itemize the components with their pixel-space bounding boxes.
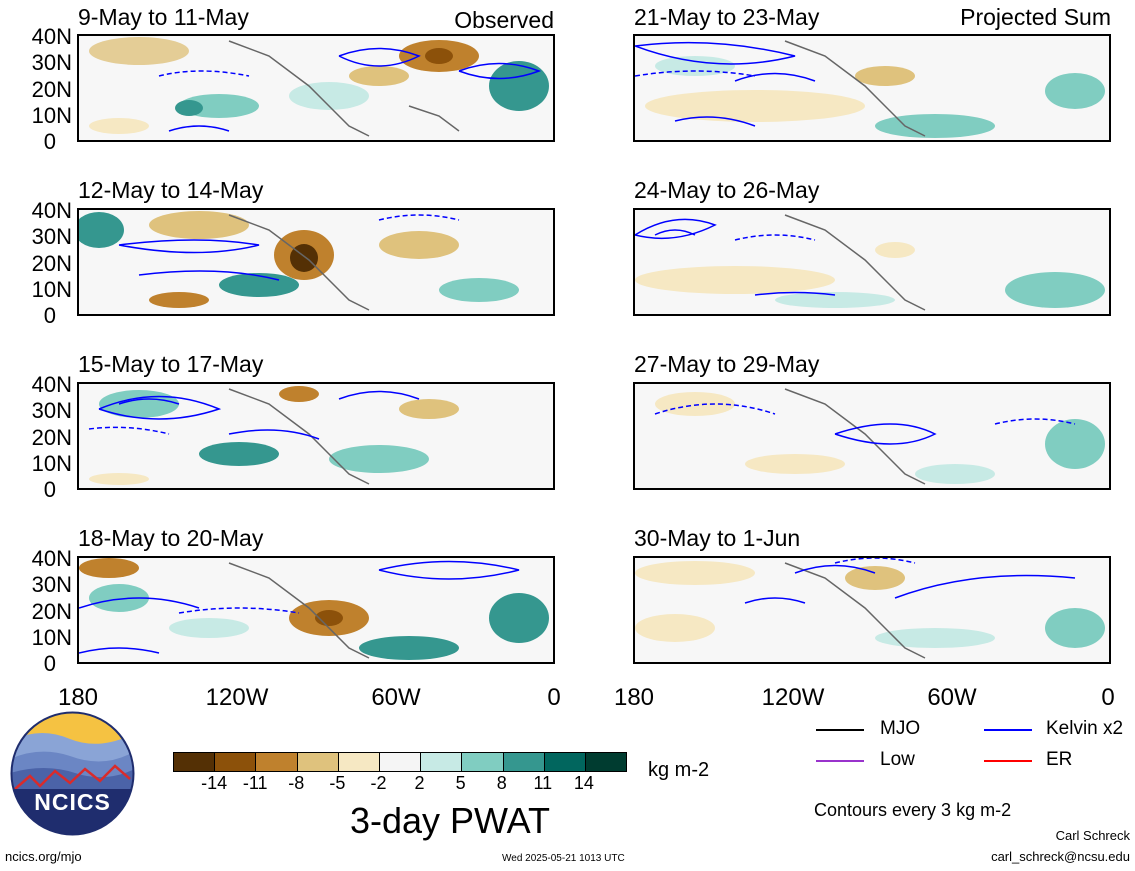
legend-label-er: ER [1046, 749, 1073, 770]
lat-label-40n: 40N [31, 372, 72, 397]
lat-label-0: 0 [43, 651, 56, 676]
colorbar-swatch [174, 753, 215, 771]
legend-line-mjo [816, 729, 864, 731]
colorbar-swatch [255, 753, 297, 771]
projected-sum-label: Projected Sum [960, 4, 1111, 30]
ncics-logo-icon [10, 711, 135, 836]
lat-label-0: 0 [43, 477, 56, 502]
panel-title-8: 30-May to 1-Jun [634, 525, 801, 551]
colorbar-tick-label: -8 [288, 773, 305, 793]
logo-text: NCICS [34, 789, 111, 815]
footer-author: Carl Schreck [1055, 828, 1130, 843]
colorbar-swatch [420, 753, 462, 771]
colorbar-swatch [214, 753, 256, 771]
pwat-map [79, 211, 519, 311]
footer-site: ncics.org/mjo [5, 849, 82, 864]
colorbar-tick-label: 2 [414, 773, 425, 793]
panel-title-1: 9-May to 11-May [78, 4, 249, 30]
pwat-map [79, 558, 549, 660]
lon-label-120w: 120W [205, 684, 269, 711]
pwat-map [635, 40, 1105, 138]
footer-email: carl_schreck@ncsu.edu [991, 849, 1130, 864]
lon-label-180: 180 [57, 684, 99, 711]
lat-label-30n: 30N [31, 398, 72, 423]
lon-label-60w: 60W [927, 684, 977, 711]
lat-label-30n: 30N [31, 50, 72, 75]
colorbar-tick-label: -2 [370, 773, 387, 793]
lat-label-20n: 20N [31, 425, 72, 450]
pwat-map [635, 214, 1105, 311]
panel-title-6: 24-May to 26-May [634, 177, 820, 203]
lat-label-20n: 20N [31, 251, 72, 276]
legend-line-kelvin [984, 729, 1032, 731]
map-panel-projected-3 [633, 382, 1111, 490]
colorbar-tick-label: 8 [496, 773, 507, 793]
panel-title-2: 12-May to 14-May [78, 177, 264, 203]
map-panel-observed-1 [77, 34, 555, 142]
lat-label-10n: 10N [31, 451, 72, 476]
colorbar-swatch [502, 753, 544, 771]
lat-label-0: 0 [43, 303, 56, 328]
observed-label: Observed [454, 7, 554, 33]
lat-label-40n: 40N [31, 546, 72, 571]
panel-title-7: 27-May to 29-May [634, 351, 820, 377]
footer-timestamp: Wed 2025-05-21 1013 UTC [502, 853, 625, 864]
lat-label-20n: 20N [31, 599, 72, 624]
lon-label-0: 0 [1101, 684, 1115, 711]
legend-line-low [816, 760, 864, 762]
map-panel-projected-4 [633, 556, 1111, 664]
lat-label-30n: 30N [31, 224, 72, 249]
map-panel-observed-3 [77, 382, 555, 490]
lat-label-10n: 10N [31, 277, 72, 302]
lat-label-40n: 40N [31, 198, 72, 223]
lat-label-40n: 40N [31, 24, 72, 49]
lon-label-0: 0 [547, 684, 561, 711]
lon-label-120w: 120W [761, 684, 825, 711]
contours-note: Contours every 3 kg m-2 [814, 800, 1012, 820]
lat-label-0: 0 [43, 129, 56, 154]
colorbar-tick-label: 5 [455, 773, 466, 793]
legend-label-mjo: MJO [880, 718, 921, 739]
ncics-logo: NCICS [10, 711, 135, 836]
pwat-map [89, 37, 549, 137]
map-panel-projected-2 [633, 208, 1111, 316]
colorbar-tick-label: -5 [329, 773, 346, 793]
colorbar-unit: kg m-2 [648, 759, 710, 781]
lat-label-10n: 10N [31, 625, 72, 650]
colorbar-tick-label: -11 [242, 773, 268, 793]
colorbar-swatch [543, 753, 585, 771]
panel-title-5: 21-May to 23-May [634, 4, 820, 30]
colorbar-swatch [584, 753, 627, 771]
colorbar-tick-label: 14 [573, 773, 594, 793]
colorbar-tick-label: -14 [201, 773, 228, 793]
lon-label-180: 180 [613, 684, 655, 711]
legend-label-kelvin: Kelvin x2 [1046, 718, 1124, 739]
colorbar [173, 752, 627, 772]
legend-line-er [984, 760, 1032, 762]
panel-title-3: 15-May to 17-May [78, 351, 264, 377]
panel-title-4: 18-May to 20-May [78, 525, 264, 551]
lon-label-60w: 60W [371, 684, 421, 711]
pwat-map [88, 386, 459, 485]
colorbar-swatch [461, 753, 503, 771]
colorbar-swatch [337, 753, 379, 771]
map-panel-observed-4 [77, 556, 555, 664]
map-panel-observed-2 [77, 208, 555, 316]
colorbar-swatch [296, 753, 338, 771]
plot-title: 3-day PWAT [349, 800, 551, 841]
map-panel-projected-1 [633, 34, 1111, 142]
legend-label-low: Low [880, 749, 915, 770]
lat-label-20n: 20N [31, 77, 72, 102]
colorbar-tick-label: 11 [533, 773, 553, 793]
pwat-map [635, 558, 1105, 659]
pwat-map [654, 388, 1105, 485]
lat-label-30n: 30N [31, 572, 72, 597]
colorbar-swatch [378, 753, 421, 771]
lat-label-10n: 10N [31, 103, 72, 128]
